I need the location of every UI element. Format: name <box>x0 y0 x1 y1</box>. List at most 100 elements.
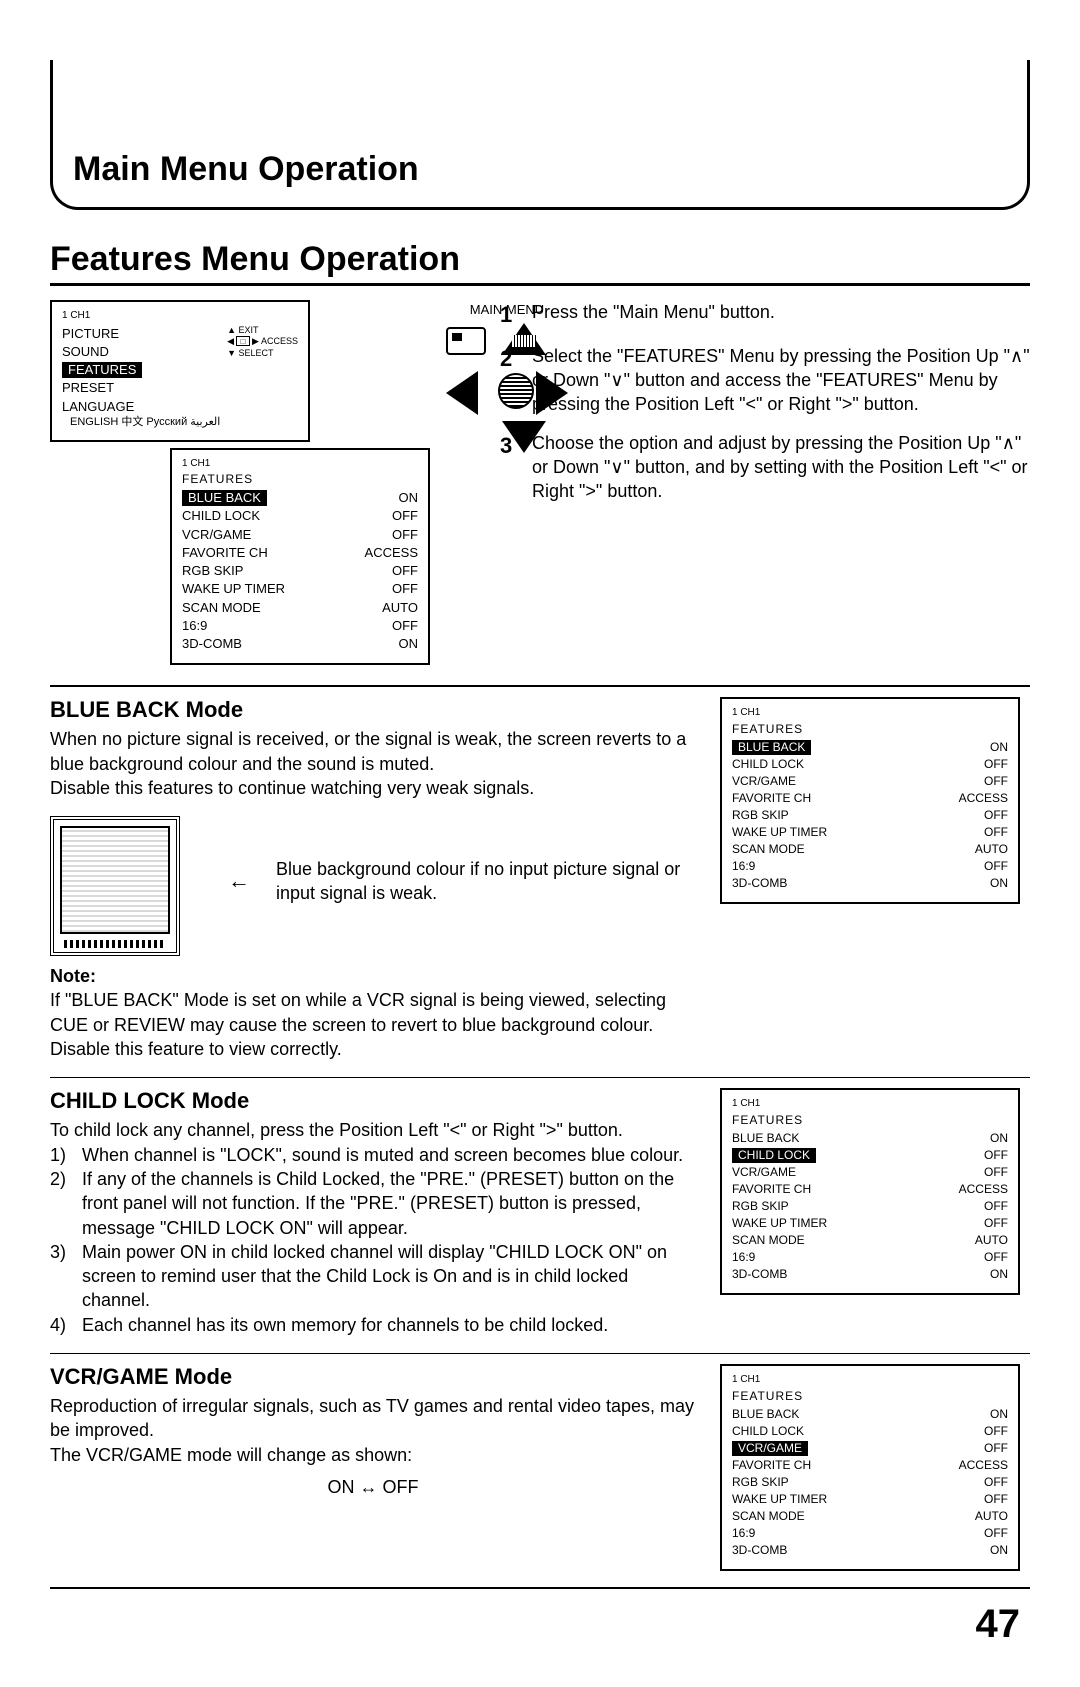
divider <box>50 685 1030 687</box>
osd-row-value: ON <box>990 1267 1008 1282</box>
illustration-caption: Blue background colour if no input pictu… <box>276 857 696 906</box>
section-title: Features Menu Operation <box>50 240 1030 286</box>
osd-row-value: OFF <box>984 1148 1008 1163</box>
osd-row-label: CHILD LOCK <box>732 1424 804 1439</box>
main-menu-button-icon <box>446 327 486 355</box>
osd-row-value: OFF <box>984 774 1008 789</box>
osd-heading: FEATURES <box>732 1389 1008 1404</box>
osd-row-value: OFF <box>392 618 418 634</box>
divider <box>50 1077 1030 1078</box>
osd-row-value: OFF <box>392 581 418 597</box>
osd-features-childlock: 1 CH1 FEATURES BLUE BACKONCHILD LOCKOFFV… <box>720 1088 1020 1295</box>
osd-row-label: RGB SKIP <box>732 1475 789 1490</box>
osd-row: 3D-COMB ON <box>732 1266 1008 1283</box>
osd-row-value: OFF <box>984 859 1008 874</box>
osd-row-value: OFF <box>984 757 1008 772</box>
osd-row-label: 16:9 <box>732 1526 755 1541</box>
osd-row: FAVORITE CHACCESS <box>732 1457 1008 1474</box>
osd-row: 3D-COMB ON <box>732 1542 1008 1559</box>
osd-row-value: OFF <box>984 1441 1008 1456</box>
osd-row-value: ACCESS <box>959 1458 1008 1473</box>
osd-row-label: 3D-COMB <box>732 1543 787 1558</box>
osd-row-value: ON <box>399 636 419 652</box>
osd-row-label: SCAN MODE <box>732 842 805 857</box>
osd-row-value: ON <box>990 1543 1008 1558</box>
child-lock-list: 1)When channel is "LOCK", sound is muted… <box>50 1143 696 1337</box>
osd-row-label: 3D-COMB <box>732 1267 787 1282</box>
osd-row-value: OFF <box>392 563 418 579</box>
osd-row-label: BLUE BACK <box>732 1131 799 1146</box>
osd-row-value: OFF <box>984 1199 1008 1214</box>
osd-row-value: OFF <box>984 1492 1008 1507</box>
on-off-line: ON ↔ OFF <box>50 1475 696 1499</box>
list-item: When channel is "LOCK", sound is muted a… <box>82 1143 683 1167</box>
osd-features-vcrgame: 1 CH1 FEATURES BLUE BACKONCHILD LOCKOFFV… <box>720 1364 1020 1571</box>
osd-row: WAKE UP TIMEROFF <box>182 580 418 598</box>
osd-row: FAVORITE CHACCESS <box>732 1181 1008 1198</box>
paragraph: Disable this features to continue watchi… <box>50 776 696 800</box>
osd-row: VCR/GAMEOFF <box>732 1164 1008 1181</box>
divider <box>50 1587 1030 1589</box>
osd-row-value: OFF <box>984 1250 1008 1265</box>
osd-row-label: 16:9 <box>732 1250 755 1265</box>
vcr-game-title: VCR/GAME Mode <box>50 1364 696 1390</box>
osd-row: RGB SKIPOFF <box>732 807 1008 824</box>
osd-channel-indicator: 1 CH1 <box>732 707 1008 720</box>
arrow-right-icon <box>536 371 568 415</box>
osd-row-label: VCR/GAME <box>732 1165 796 1180</box>
child-lock-section: CHILD LOCK Mode To child lock any channe… <box>50 1088 1030 1337</box>
osd-row-value: ACCESS <box>365 545 418 561</box>
tv-illustration-icon <box>50 816 180 956</box>
osd-row-label: BLUE BACK <box>182 490 267 506</box>
list-item: Each channel has its own memory for chan… <box>82 1313 608 1337</box>
note-text: If "BLUE BACK" Mode is set on while a VC… <box>50 988 696 1061</box>
osd-row-label: SCAN MODE <box>182 600 261 616</box>
osd-row: VCR/GAMEOFF <box>182 526 418 544</box>
osd-row-label: VCR/GAME <box>732 1441 808 1456</box>
osd-row: WAKE UP TIMEROFF <box>732 824 1008 841</box>
osd-row: BLUE BACK ON <box>732 739 1008 756</box>
osd-row: VCR/GAMEOFF <box>732 773 1008 790</box>
osd-row: FAVORITE CHACCESS <box>182 544 418 562</box>
osd-row: BLUE BACK ON <box>732 1130 1008 1147</box>
paragraph: The VCR/GAME mode will change as shown: <box>50 1443 696 1467</box>
arrow-down-icon <box>502 421 546 453</box>
osd-features-top: 1 CH1 FEATURES BLUE BACKONCHILD LOCKOFFV… <box>170 448 430 666</box>
osd-row: RGB SKIPOFF <box>732 1474 1008 1491</box>
osd-language-line: ENGLISH 中文 Русский العربية <box>62 416 227 430</box>
osd-row: SCAN MODE AUTO <box>732 841 1008 858</box>
child-lock-title: CHILD LOCK Mode <box>50 1088 696 1114</box>
osd-row-value: OFF <box>984 808 1008 823</box>
osd-row: VCR/GAME OFF <box>732 1440 1008 1457</box>
osd-row-label: BLUE BACK <box>732 740 811 755</box>
osd-row: WAKE UP TIMEROFF <box>732 1215 1008 1232</box>
osd-row-label: CHILD LOCK <box>182 508 260 524</box>
osd-row-label: WAKE UP TIMER <box>732 1216 827 1231</box>
step-text: Choose the option and adjust by pressing… <box>532 431 1030 504</box>
menus-column: 1 CH1 PICTURE SOUND FEATURES PRESET LANG… <box>50 300 480 665</box>
arrow-left-icon <box>446 371 478 415</box>
osd-channel-indicator: 1 CH1 <box>182 458 418 471</box>
osd-row-value: ON <box>990 740 1008 755</box>
osd-row: 16:9OFF <box>732 1525 1008 1542</box>
osd-row-label: 3D-COMB <box>182 636 242 652</box>
list-item: If any of the channels is Child Locked, … <box>82 1167 696 1240</box>
osd-row-label: SCAN MODE <box>732 1509 805 1524</box>
osd-row-value: ON <box>990 1131 1008 1146</box>
osd-row: 16:9 OFF <box>732 1249 1008 1266</box>
osd-row-value: ON <box>399 490 419 506</box>
osd-row: SCAN MODEAUTO <box>732 1232 1008 1249</box>
osd-row-value: AUTO <box>975 842 1008 857</box>
step-3: 3 Choose the option and adjust by pressi… <box>500 431 1030 504</box>
osd-row: CHILD LOCKOFF <box>732 1147 1008 1164</box>
osd-features-blueback: 1 CH1 FEATURES BLUE BACKONCHILD LOCKOFFV… <box>720 697 1020 904</box>
osd-row: 3D-COMB ON <box>182 635 418 653</box>
title-frame: Main Menu Operation <box>50 60 1030 210</box>
osd-row-label: 3D-COMB <box>732 876 787 891</box>
osd-row: SCAN MODEAUTO <box>732 1508 1008 1525</box>
osd-row: BLUE BACK ON <box>182 489 418 507</box>
osd-item: PRESET <box>62 380 114 396</box>
osd-heading: FEATURES <box>732 1113 1008 1128</box>
osd-row-value: OFF <box>984 825 1008 840</box>
osd-row-label: 16:9 <box>182 618 207 634</box>
